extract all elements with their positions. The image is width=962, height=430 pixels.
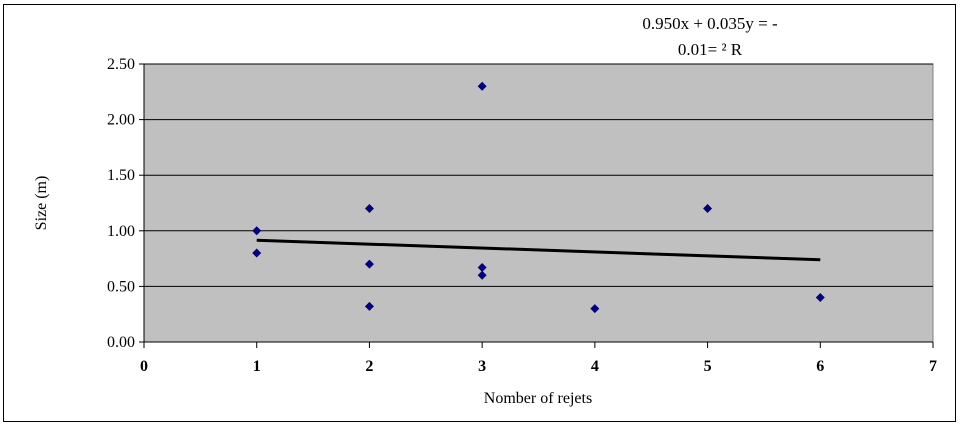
data-point bbox=[364, 259, 374, 269]
y-tick-label: 0.00 bbox=[107, 334, 135, 351]
plot-area bbox=[143, 63, 934, 343]
y-tick-label: 2.00 bbox=[107, 112, 135, 129]
y-tick-label: 1.50 bbox=[107, 167, 135, 184]
x-tick-label: 4 bbox=[591, 358, 599, 375]
data-point bbox=[590, 304, 600, 314]
y-tick-label: 2.50 bbox=[107, 56, 135, 73]
data-point bbox=[252, 226, 262, 236]
trendline bbox=[256, 238, 821, 262]
data-point bbox=[477, 262, 487, 272]
data-point bbox=[252, 248, 262, 258]
data-points bbox=[252, 81, 825, 314]
y-axis-label: Size (m) bbox=[33, 176, 50, 231]
trendline-equation-line1: 0.950x + 0.035y = - bbox=[642, 14, 778, 33]
x-tick-label: 0 bbox=[140, 358, 148, 375]
x-tick-label: 1 bbox=[253, 358, 261, 375]
x-tick-label: 3 bbox=[478, 358, 486, 375]
y-tick-label: 1.00 bbox=[107, 223, 135, 240]
data-point bbox=[364, 204, 374, 214]
x-tick-label: 5 bbox=[704, 358, 712, 375]
data-point bbox=[703, 204, 713, 214]
trendline-equation-line2: 0.01= ² R bbox=[677, 40, 743, 59]
data-point bbox=[477, 81, 487, 91]
data-point bbox=[364, 301, 374, 311]
y-tick-label: 0.50 bbox=[107, 278, 135, 295]
x-tick-label: 2 bbox=[365, 358, 373, 375]
data-point bbox=[815, 293, 825, 303]
x-tick-label: 7 bbox=[929, 358, 937, 375]
trendline-layer bbox=[256, 238, 821, 262]
data-point bbox=[477, 270, 487, 280]
x-axis-label: Nomber of rejets bbox=[484, 390, 592, 407]
gridlines bbox=[144, 63, 933, 287]
x-tick-label: 6 bbox=[816, 358, 824, 375]
axes: 0.00 0.50 1.00 1.50 2.00 2.50 0 1 2 3 4 5 6 7 bbox=[107, 56, 937, 375]
